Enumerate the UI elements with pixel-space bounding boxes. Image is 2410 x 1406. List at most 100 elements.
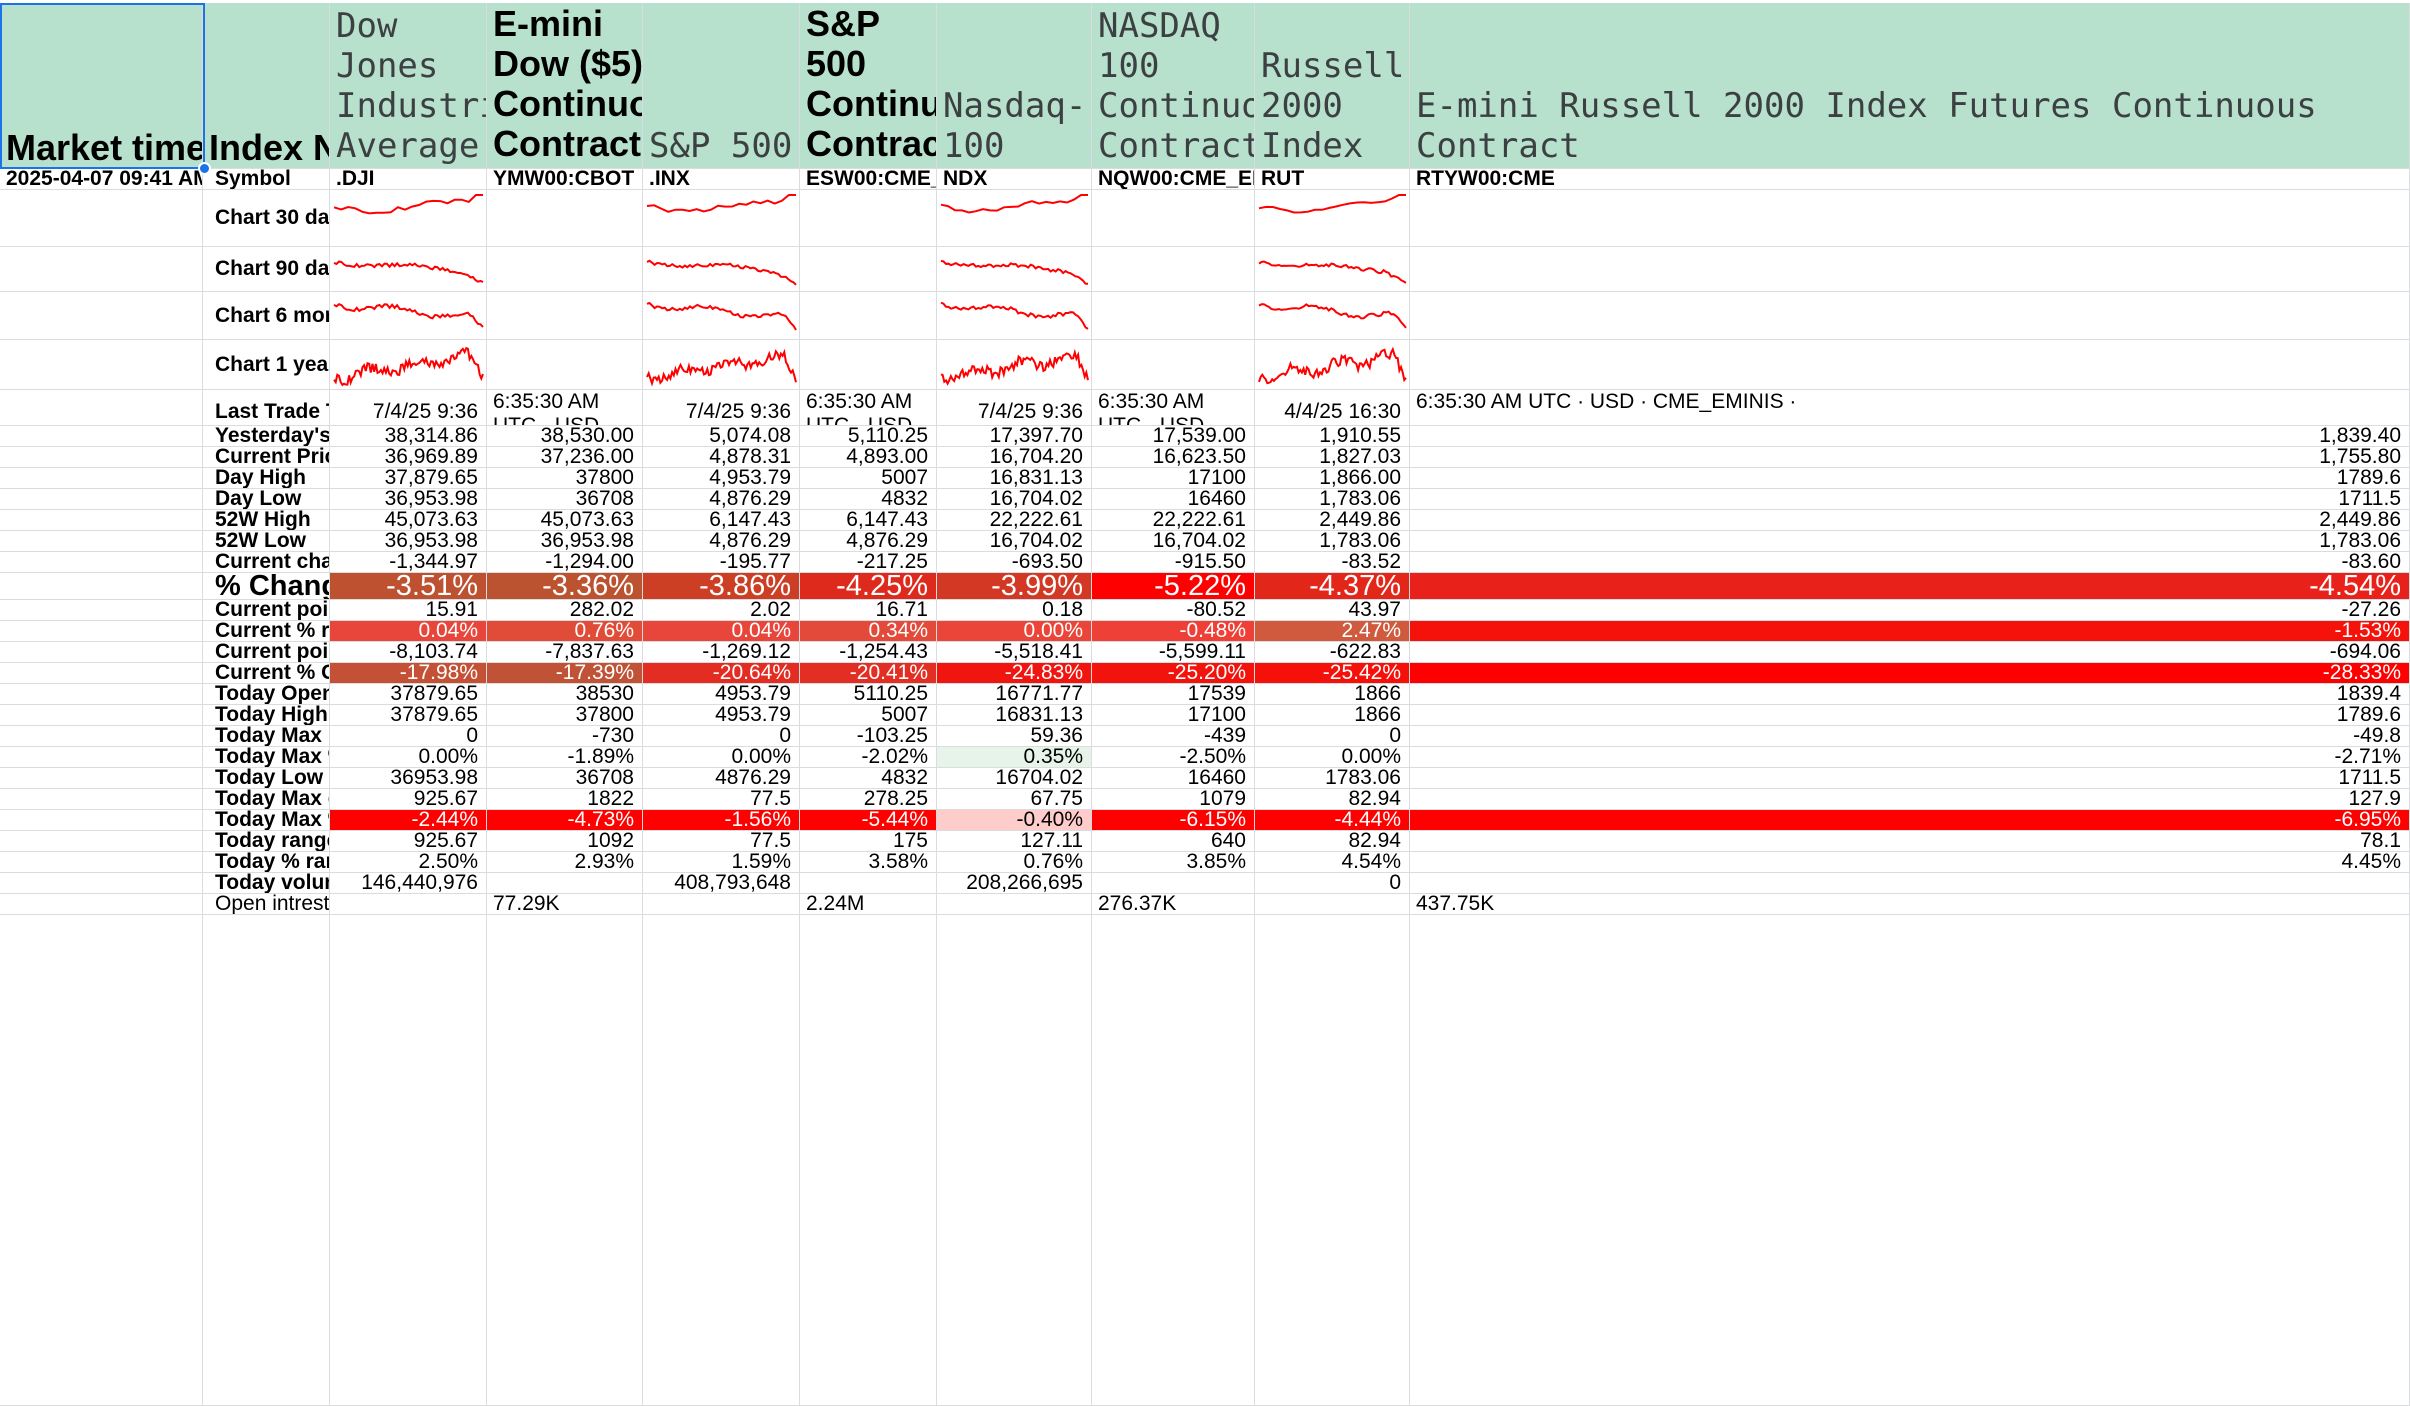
value-cell-tmaxpctrally[interactable]: 0.00% (330, 747, 487, 768)
empty-cell[interactable] (0, 768, 203, 789)
empty-cell[interactable] (0, 600, 203, 621)
empty-cell[interactable] (0, 468, 203, 489)
value-cell-pctrally[interactable]: 0.34% (800, 621, 937, 642)
empty-cell[interactable] (643, 915, 800, 1406)
value-cell-change[interactable]: -217.25 (800, 552, 937, 573)
empty-cell[interactable] (0, 873, 203, 894)
value-cell-pct[interactable]: -3.99% (937, 573, 1092, 600)
value-cell-change[interactable]: -83.52 (1255, 552, 1410, 573)
value-cell-thigh[interactable]: 17100 (1092, 705, 1255, 726)
value-cell-pctrally[interactable]: -1.53% (1410, 621, 2410, 642)
empty-sparkline-chart90[interactable] (1410, 247, 2410, 292)
value-cell-h52[interactable]: 45,073.63 (330, 510, 487, 531)
row-label-tmaxdrop[interactable]: Today Max drop (203, 789, 330, 810)
empty-cell[interactable] (0, 915, 203, 1406)
value-cell-topen[interactable]: 17539 (1092, 684, 1255, 705)
value-cell-dayhigh[interactable]: 16,831.13 (937, 468, 1092, 489)
value-cell-tlow[interactable]: 36953.98 (330, 768, 487, 789)
empty-cell[interactable] (0, 552, 203, 573)
value-cell-topen[interactable]: 38530 (487, 684, 643, 705)
symbol-cell[interactable]: RUT (1255, 169, 1410, 190)
value-cell-tmaxdrop[interactable]: 1822 (487, 789, 643, 810)
value-cell-pctcrash[interactable]: -25.42% (1255, 663, 1410, 684)
value-cell-trange[interactable]: 77.5 (643, 831, 800, 852)
value-cell-tmaxpctrally[interactable]: -2.71% (1410, 747, 2410, 768)
value-cell-tmaxpctdrop[interactable]: -4.73% (487, 810, 643, 831)
value-cell-change[interactable]: -1,344.97 (330, 552, 487, 573)
value-cell-daylow[interactable]: 16,704.02 (937, 489, 1092, 510)
value-cell-thigh[interactable]: 1866 (1255, 705, 1410, 726)
value-cell-price[interactable]: 4,893.00 (800, 447, 937, 468)
value-cell-thigh[interactable]: 5007 (800, 705, 937, 726)
empty-sparkline-chart1y[interactable] (1092, 340, 1255, 390)
value-cell-thigh[interactable]: 1789.6 (1410, 705, 2410, 726)
value-cell-tmaxpctrally[interactable]: 0.00% (1255, 747, 1410, 768)
value-cell-tmaxpctdrop[interactable]: -0.40% (937, 810, 1092, 831)
value-cell-tmaxpctdrop[interactable]: -6.95% (1410, 810, 2410, 831)
empty-cell[interactable] (0, 190, 203, 247)
open-interest-cell[interactable] (330, 894, 487, 915)
fill-handle[interactable] (198, 162, 211, 175)
value-cell-trange[interactable]: 925.67 (330, 831, 487, 852)
row-label-dayhigh[interactable]: Day High (203, 468, 330, 489)
sparkline-chart1y[interactable] (330, 340, 487, 390)
value-cell-l52[interactable]: 1,783.06 (1410, 531, 2410, 552)
value-cell-pctrally[interactable]: 0.04% (643, 621, 800, 642)
value-cell-pct[interactable]: -4.25% (800, 573, 937, 600)
empty-cell[interactable] (0, 831, 203, 852)
value-cell-dayhigh[interactable]: 1,866.00 (1255, 468, 1410, 489)
value-cell-tlow[interactable]: 4832 (800, 768, 937, 789)
empty-cell[interactable] (937, 915, 1092, 1406)
row-label-tlow[interactable]: Today Low (203, 768, 330, 789)
sparkline-chart6m[interactable] (1255, 292, 1410, 340)
value-cell-prally[interactable]: 0.18 (937, 600, 1092, 621)
value-cell-tmaxrally[interactable]: -103.25 (800, 726, 937, 747)
value-cell-trange[interactable]: 82.94 (1255, 831, 1410, 852)
empty-cell[interactable] (0, 789, 203, 810)
open-interest-cell[interactable] (1255, 894, 1410, 915)
value-cell-change[interactable]: -915.50 (1092, 552, 1255, 573)
value-cell-tvolume[interactable] (1092, 873, 1255, 894)
value-cell-price[interactable]: 1,827.03 (1255, 447, 1410, 468)
value-cell-price[interactable]: 1,755.80 (1410, 447, 2410, 468)
last-trade-time-cell[interactable]: 7/4/25 9:36 (643, 390, 800, 426)
value-cell-topen[interactable]: 1866 (1255, 684, 1410, 705)
value-cell-h52[interactable]: 2,449.86 (1255, 510, 1410, 531)
value-cell-pcrash[interactable]: -5,599.11 (1092, 642, 1255, 663)
value-cell-trange[interactable]: 640 (1092, 831, 1255, 852)
value-cell-yclose[interactable]: 5,110.25 (800, 426, 937, 447)
value-cell-tvolume[interactable] (1410, 873, 2410, 894)
value-cell-h52[interactable]: 22,222.61 (937, 510, 1092, 531)
empty-cell[interactable] (0, 426, 203, 447)
sparkline-chart6m[interactable] (643, 292, 800, 340)
row-label-symbol[interactable]: Symbol (203, 169, 330, 190)
value-cell-price[interactable]: 36,969.89 (330, 447, 487, 468)
last-trade-time-cell[interactable]: 7/4/25 9:36 (330, 390, 487, 426)
empty-sparkline-chart6m[interactable] (800, 292, 937, 340)
empty-cell[interactable] (0, 292, 203, 340)
value-cell-topen[interactable]: 16771.77 (937, 684, 1092, 705)
empty-cell[interactable] (0, 390, 203, 426)
value-cell-pcrash[interactable]: -622.83 (1255, 642, 1410, 663)
column-header-esw00-cme-eminis[interactable]: E-mini S&P 500 Continuous Contract (800, 3, 937, 169)
value-cell-tmaxpctdrop[interactable]: -2.44% (330, 810, 487, 831)
value-cell-tpctrange[interactable]: 4.45% (1410, 852, 2410, 873)
value-cell-l52[interactable]: 4,876.29 (643, 531, 800, 552)
value-cell-tmaxpctdrop[interactable]: -5.44% (800, 810, 937, 831)
open-interest-cell[interactable]: 276.37K (1092, 894, 1255, 915)
symbol-cell[interactable]: .DJI (330, 169, 487, 190)
value-cell-pct[interactable]: -5.22% (1092, 573, 1255, 600)
value-cell-l52[interactable]: 36,953.98 (330, 531, 487, 552)
value-cell-change[interactable]: -83.60 (1410, 552, 2410, 573)
empty-cell[interactable] (1092, 915, 1255, 1406)
value-cell-pctcrash[interactable]: -25.20% (1092, 663, 1255, 684)
value-cell-pctcrash[interactable]: -28.33% (1410, 663, 2410, 684)
empty-sparkline-chart90[interactable] (1092, 247, 1255, 292)
row-label-last_trade[interactable]: Last Trade Time (203, 390, 330, 426)
empty-sparkline-chart90[interactable] (800, 247, 937, 292)
value-cell-prally[interactable]: 2.02 (643, 600, 800, 621)
sparkline-chart30[interactable] (643, 190, 800, 247)
value-cell-tlow[interactable]: 4876.29 (643, 768, 800, 789)
value-cell-tpctrange[interactable]: 0.76% (937, 852, 1092, 873)
value-cell-pct[interactable]: -3.36% (487, 573, 643, 600)
